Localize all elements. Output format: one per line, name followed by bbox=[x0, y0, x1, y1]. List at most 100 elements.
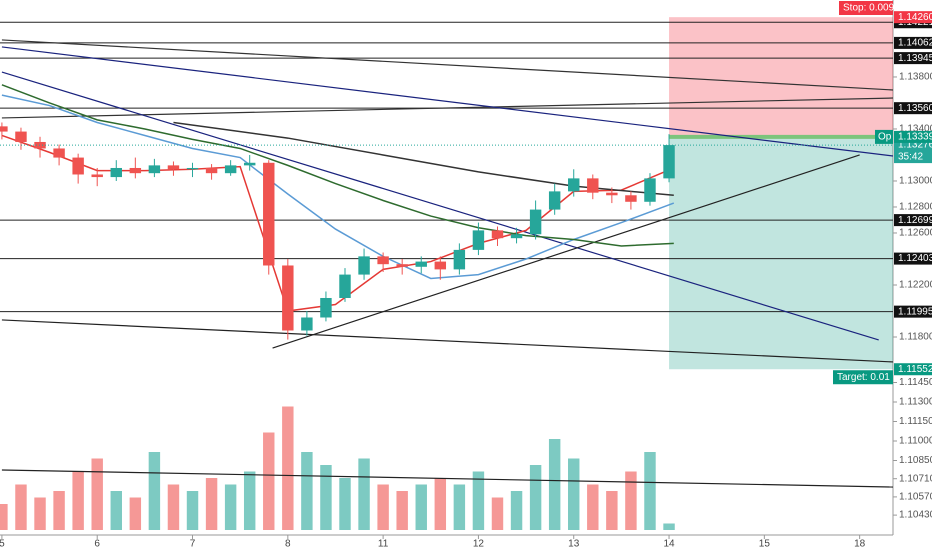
level-label: 1.13945 bbox=[898, 53, 932, 64]
candle-body bbox=[625, 195, 637, 202]
y-tick-label: 1.13800 bbox=[899, 72, 932, 83]
candle-body bbox=[72, 157, 84, 175]
volume-bar bbox=[15, 484, 27, 530]
target-tag bbox=[894, 363, 932, 376]
volume-bar bbox=[510, 491, 523, 530]
entry-price-label: 1.13339 bbox=[898, 132, 932, 143]
y-tick-label: 1.13400 bbox=[899, 124, 932, 135]
candle-body bbox=[339, 274, 351, 298]
x-tick-label: 6 bbox=[94, 539, 100, 550]
volume-bar bbox=[205, 478, 218, 530]
trendline bbox=[1, 319, 894, 363]
volume-bar bbox=[358, 458, 370, 530]
candle-body bbox=[167, 165, 180, 170]
candle-body bbox=[510, 234, 523, 239]
candle-body bbox=[606, 192, 618, 196]
candle-body bbox=[377, 256, 389, 265]
candle-body bbox=[358, 256, 370, 275]
candle-body bbox=[663, 145, 675, 179]
candle-body bbox=[568, 178, 580, 192]
volume-bar bbox=[263, 432, 275, 530]
stop-zone bbox=[669, 17, 893, 137]
trendline bbox=[1, 46, 894, 157]
candle-body bbox=[205, 167, 218, 174]
entry-tag bbox=[894, 130, 932, 143]
volume-bar bbox=[415, 484, 427, 530]
candle-body bbox=[282, 265, 294, 331]
volume-bar bbox=[453, 484, 466, 530]
volume-bar bbox=[282, 406, 294, 530]
volume-bar bbox=[587, 484, 599, 530]
x-tick-label: 14 bbox=[663, 539, 675, 550]
volume-bar bbox=[224, 484, 237, 530]
target-price-label: 1.11552 bbox=[898, 364, 932, 375]
volume-bar bbox=[301, 452, 313, 530]
volume-bar bbox=[434, 478, 447, 530]
y-tick-label: 1.12600 bbox=[899, 228, 932, 239]
candle-body bbox=[434, 261, 447, 270]
y-tick-label: 1.10430 bbox=[899, 510, 932, 521]
candle-body bbox=[148, 165, 161, 174]
volume-bar bbox=[568, 458, 580, 530]
candle-body bbox=[548, 191, 561, 210]
trendline bbox=[1, 97, 894, 119]
trendline bbox=[1, 469, 894, 488]
candle-body bbox=[0, 126, 8, 132]
candle-body bbox=[472, 230, 485, 250]
volume-bar bbox=[148, 452, 161, 530]
volume-bar bbox=[472, 471, 485, 530]
trendline bbox=[1, 71, 879, 341]
x-tick-label: 11 bbox=[378, 539, 389, 550]
volume-bar bbox=[377, 484, 389, 530]
volume-bar bbox=[548, 439, 561, 530]
candle-body bbox=[453, 249, 466, 270]
candle-body bbox=[320, 297, 332, 318]
candle-body bbox=[263, 162, 275, 266]
candle-body bbox=[415, 261, 427, 267]
level-tag bbox=[894, 305, 932, 318]
volume-bar bbox=[320, 465, 332, 530]
volume-bar bbox=[129, 497, 142, 530]
candle-body bbox=[529, 209, 542, 235]
y-tick-label: 1.12800 bbox=[899, 202, 932, 213]
volume-bar bbox=[53, 491, 65, 530]
candle-body bbox=[491, 230, 504, 239]
candle-body bbox=[644, 178, 656, 202]
y-tick-label: 1.10850 bbox=[899, 455, 932, 466]
stop-label-box bbox=[839, 1, 893, 15]
volume-bar bbox=[339, 478, 351, 530]
current-price-label: 1.13276 bbox=[898, 140, 932, 151]
entry-label: Op bbox=[878, 132, 892, 143]
target-label: Target: 0.01 bbox=[837, 372, 890, 383]
candle-body bbox=[129, 167, 142, 174]
entry-label-box bbox=[875, 129, 893, 144]
x-tick-label: 12 bbox=[473, 539, 485, 550]
volume-bar bbox=[110, 491, 122, 530]
x-tick-label: 15 bbox=[759, 539, 771, 550]
level-label: 1.12699 bbox=[898, 215, 932, 226]
volume-bar bbox=[0, 504, 8, 530]
moving-average bbox=[1, 94, 675, 280]
y-tick-label: 1.10570 bbox=[899, 492, 932, 503]
volume-bar bbox=[72, 471, 84, 530]
y-tick-label: 1.11450 bbox=[899, 377, 932, 388]
candle-body bbox=[34, 141, 46, 149]
volume-bar bbox=[167, 484, 180, 530]
target-label-box bbox=[833, 370, 893, 385]
stop-label: Stop: 0.009 bbox=[843, 3, 895, 14]
x-tick-label: 18 bbox=[854, 539, 866, 550]
level-tag bbox=[894, 102, 932, 115]
moving-average bbox=[1, 84, 674, 247]
y-tick-label: 1.11000 bbox=[899, 436, 932, 447]
volume-bar bbox=[606, 491, 618, 530]
volume-bar bbox=[491, 497, 504, 530]
level-tag bbox=[894, 214, 932, 227]
level-label: 1.12403 bbox=[898, 253, 932, 264]
candle-body bbox=[15, 131, 27, 142]
x-tick-label: 7 bbox=[190, 539, 196, 550]
level-tag bbox=[894, 52, 932, 65]
candle-body bbox=[110, 167, 122, 178]
volume-bar bbox=[663, 523, 675, 530]
volume-bar bbox=[644, 452, 656, 530]
